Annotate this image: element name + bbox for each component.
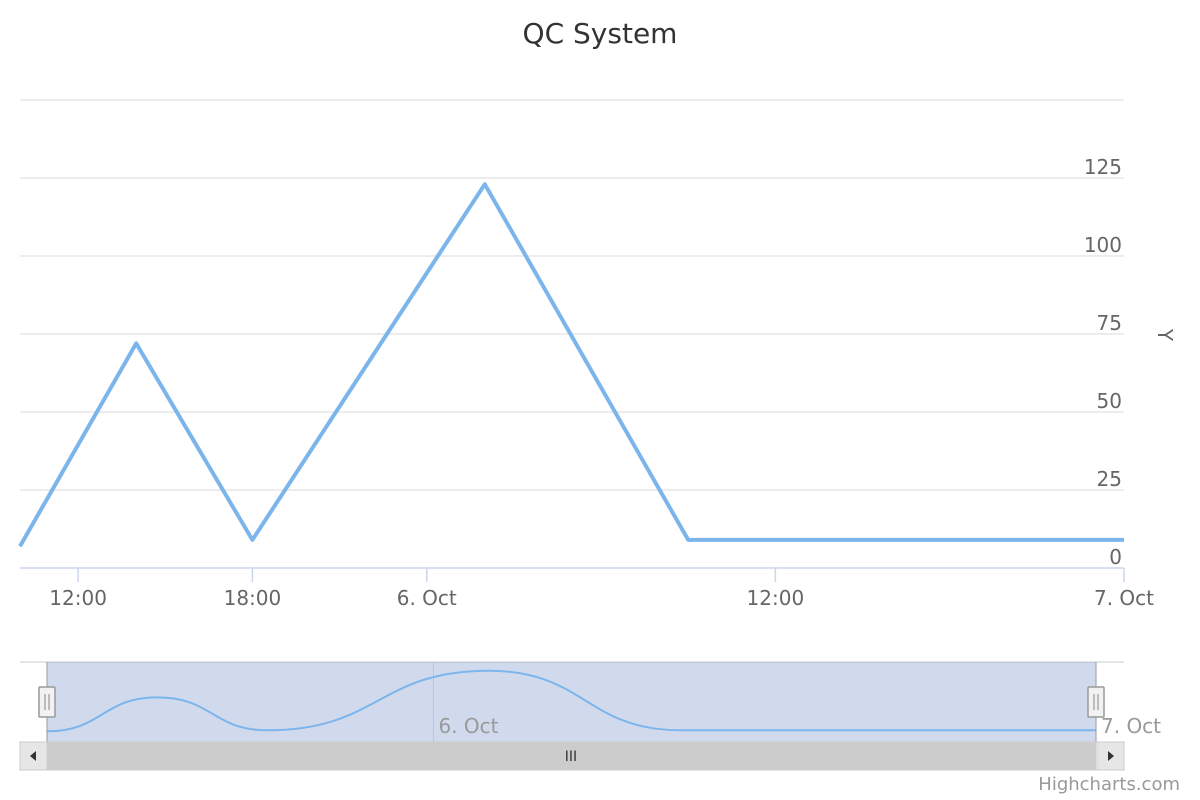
data-point[interactable] [771, 536, 779, 544]
chart-title: QC System [523, 17, 678, 50]
y-tick-label: 100 [1084, 233, 1122, 257]
scrollbar-left-button[interactable] [19, 741, 48, 771]
y-tick-label: 25 [1097, 467, 1122, 491]
data-point[interactable] [248, 536, 256, 544]
data-point[interactable] [132, 339, 140, 347]
highcharts-credit[interactable]: Highcharts.com [1038, 774, 1180, 795]
scrollbar-thumb[interactable] [47, 742, 1096, 770]
arrow-right-icon [1108, 751, 1114, 761]
y-tick-labels: 0 25 50 75 100 125 [1084, 155, 1122, 569]
x-tick-label: 12:00 [49, 586, 107, 610]
y-axis-title: Y [1153, 328, 1177, 342]
data-point[interactable] [1120, 536, 1128, 544]
data-point[interactable] [684, 536, 692, 544]
x-tick-label: 12:00 [747, 586, 805, 610]
y-tick-label: 75 [1097, 311, 1122, 335]
navigator-series-line [46, 669, 1096, 733]
data-point[interactable] [481, 180, 489, 188]
y-tick-label: 50 [1097, 389, 1122, 413]
arrow-left-icon [30, 751, 36, 761]
navigator-ticks: 6. Oct 7. Oct [432, 662, 1161, 742]
data-point[interactable] [16, 542, 24, 550]
navigator-selected-range[interactable] [47, 662, 1096, 742]
series-group [18, 182, 1124, 548]
navigator[interactable]: 6. Oct 7. Oct [20, 661, 1161, 742]
navigator-right-handle[interactable] [1087, 686, 1105, 718]
y-tick-label: 0 [1109, 545, 1122, 569]
x-tick-label: 7. Oct [1094, 586, 1154, 610]
navigator-tick-label: 7. Oct [1101, 714, 1161, 738]
x-tick-label: 6. Oct [397, 586, 457, 610]
data-points [16, 180, 1128, 550]
scrollbar-grip: III [565, 749, 577, 765]
scrollbar-right-button[interactable] [1096, 741, 1125, 771]
x-tick-label: 18:00 [224, 586, 282, 610]
x-ticks: 12:00 18:00 6. Oct 12:00 7. Oct [49, 568, 1154, 610]
navigator-tick-label: 6. Oct [438, 714, 498, 738]
y-tick-label: 125 [1084, 155, 1122, 179]
scrollbar[interactable]: III [19, 741, 1125, 771]
series-line[interactable] [18, 182, 1124, 548]
navigator-left-handle[interactable] [38, 686, 56, 718]
